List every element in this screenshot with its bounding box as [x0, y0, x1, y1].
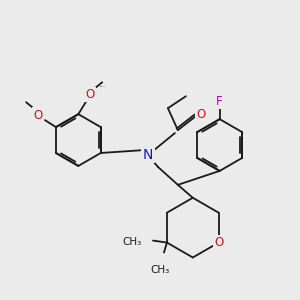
Text: F: F: [216, 95, 223, 108]
Text: N: N: [143, 148, 153, 162]
Text: O: O: [196, 108, 206, 121]
Text: O: O: [214, 236, 223, 249]
Text: CH₃: CH₃: [123, 237, 142, 247]
Text: CH₃: CH₃: [150, 266, 170, 275]
Text: methoxy: methoxy: [100, 86, 106, 87]
Text: O: O: [33, 109, 43, 122]
Text: O: O: [86, 88, 95, 101]
